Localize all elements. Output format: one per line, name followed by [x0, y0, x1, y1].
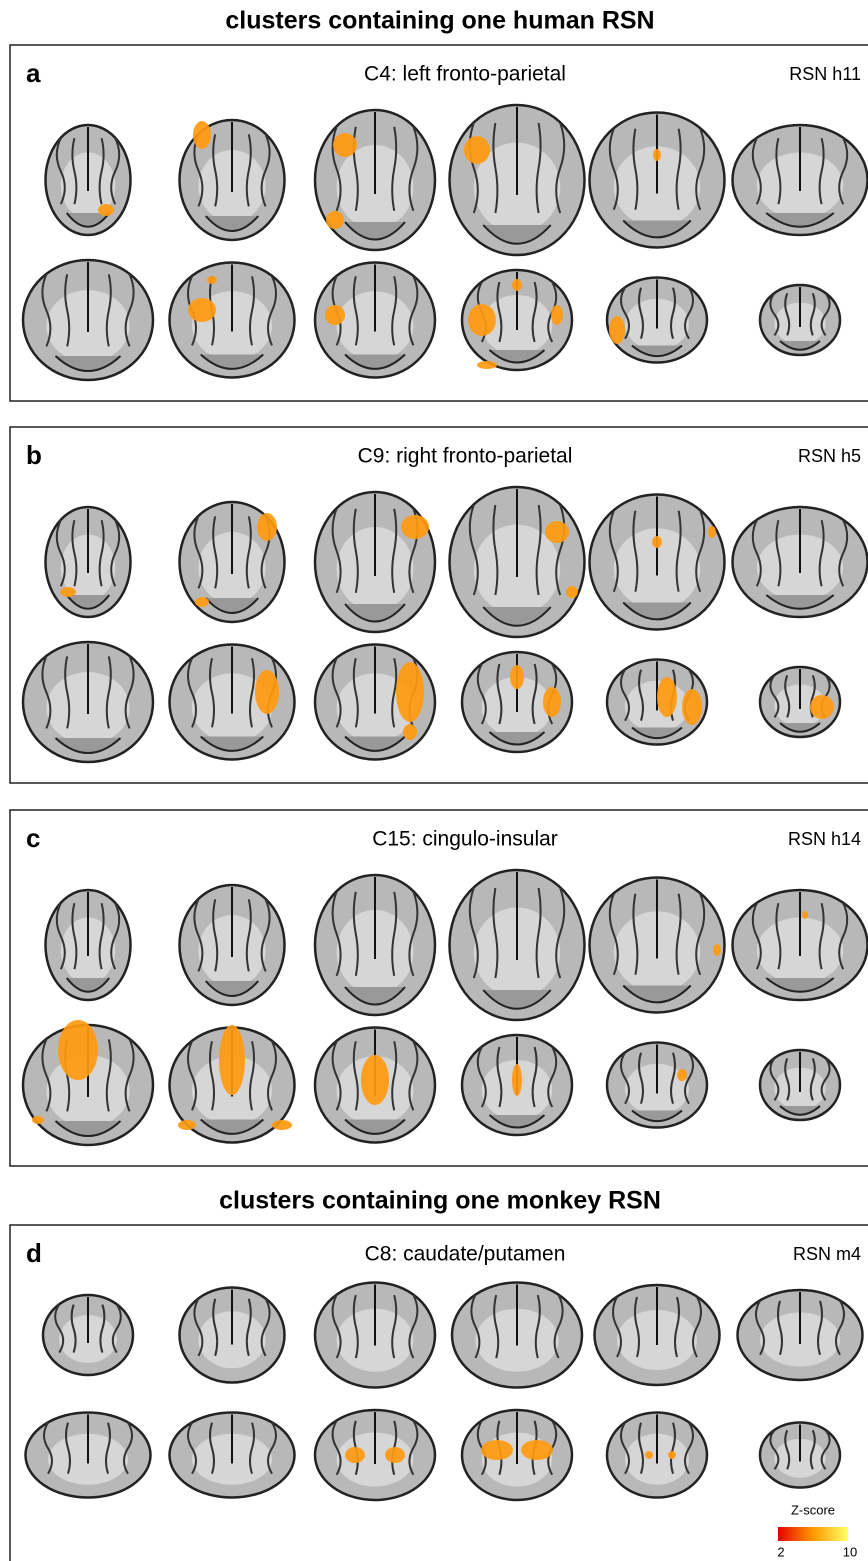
activation [325, 305, 345, 325]
panel-border [10, 1225, 868, 1561]
activation [255, 670, 279, 714]
colorbar-scale [778, 1527, 848, 1541]
activation [477, 361, 497, 369]
panel: b C9: right fronto-parietal RSN h5 [10, 427, 868, 783]
activation [668, 1451, 676, 1459]
section-heading: clusters containing one monkey RSN [219, 1187, 661, 1215]
panel-title: C8: caudate/putamen [365, 1243, 566, 1266]
activation [396, 662, 424, 722]
activation [512, 1064, 522, 1096]
activation [652, 536, 662, 548]
activation [32, 1116, 44, 1124]
activation [481, 1440, 513, 1460]
activation [272, 1120, 292, 1130]
activation [645, 1451, 653, 1459]
activation [708, 526, 716, 538]
activation [802, 911, 808, 919]
activation [361, 1055, 389, 1105]
activation [385, 1447, 405, 1463]
activation [682, 689, 702, 725]
panel-title: C9: right fronto-parietal [358, 445, 573, 468]
rsn-label: RSN h14 [788, 829, 861, 849]
panel: a C4: left fronto-parietal RSN h11 [10, 45, 868, 401]
activation [512, 279, 522, 291]
colorbar: Z-score 2 10 [777, 1502, 857, 1559]
rsn-label: RSN h11 [789, 64, 861, 84]
panel-title: C15: cingulo-insular [372, 828, 558, 851]
activation [178, 1120, 196, 1130]
activation [401, 515, 429, 539]
activation [403, 724, 417, 740]
activation [193, 121, 211, 149]
activation [207, 276, 217, 284]
activation [551, 305, 563, 325]
activation [521, 1440, 553, 1460]
figure: clusters containing one human RSN cluste… [0, 0, 868, 1561]
activation [257, 513, 277, 541]
activation [609, 316, 625, 344]
panel-letter: d [26, 1238, 42, 1268]
activation [543, 687, 561, 717]
activation [60, 587, 76, 597]
activation [510, 665, 524, 689]
activation [810, 695, 834, 719]
colorbar-label: Z-score [791, 1502, 835, 1517]
section-heading: clusters containing one human RSN [225, 7, 654, 35]
panel: c C15: cingulo-insular RSN h14 [10, 810, 868, 1166]
activation [566, 586, 578, 598]
activation [713, 944, 721, 956]
activation [98, 204, 114, 216]
activation [468, 304, 496, 336]
colorbar-min: 2 [777, 1544, 784, 1559]
activation [188, 298, 216, 322]
panel-letter: b [26, 440, 42, 470]
activation [58, 1020, 98, 1080]
activation [326, 211, 344, 229]
activation [653, 149, 661, 161]
panel: d C8: caudate/putamen RSN m4 [10, 1225, 868, 1561]
activation [345, 1447, 365, 1463]
colorbar-max: 10 [843, 1544, 857, 1559]
panel-letter: a [26, 58, 41, 88]
activation [464, 136, 490, 164]
panel-letter: c [26, 823, 40, 853]
activation [219, 1025, 245, 1095]
activation [657, 677, 677, 717]
activation [333, 133, 357, 157]
activation [677, 1069, 687, 1081]
rsn-label: RSN h5 [798, 446, 861, 466]
activation [545, 521, 569, 543]
activation [195, 597, 209, 607]
panel-title: C4: left fronto-parietal [364, 63, 566, 86]
rsn-label: RSN m4 [793, 1244, 861, 1264]
